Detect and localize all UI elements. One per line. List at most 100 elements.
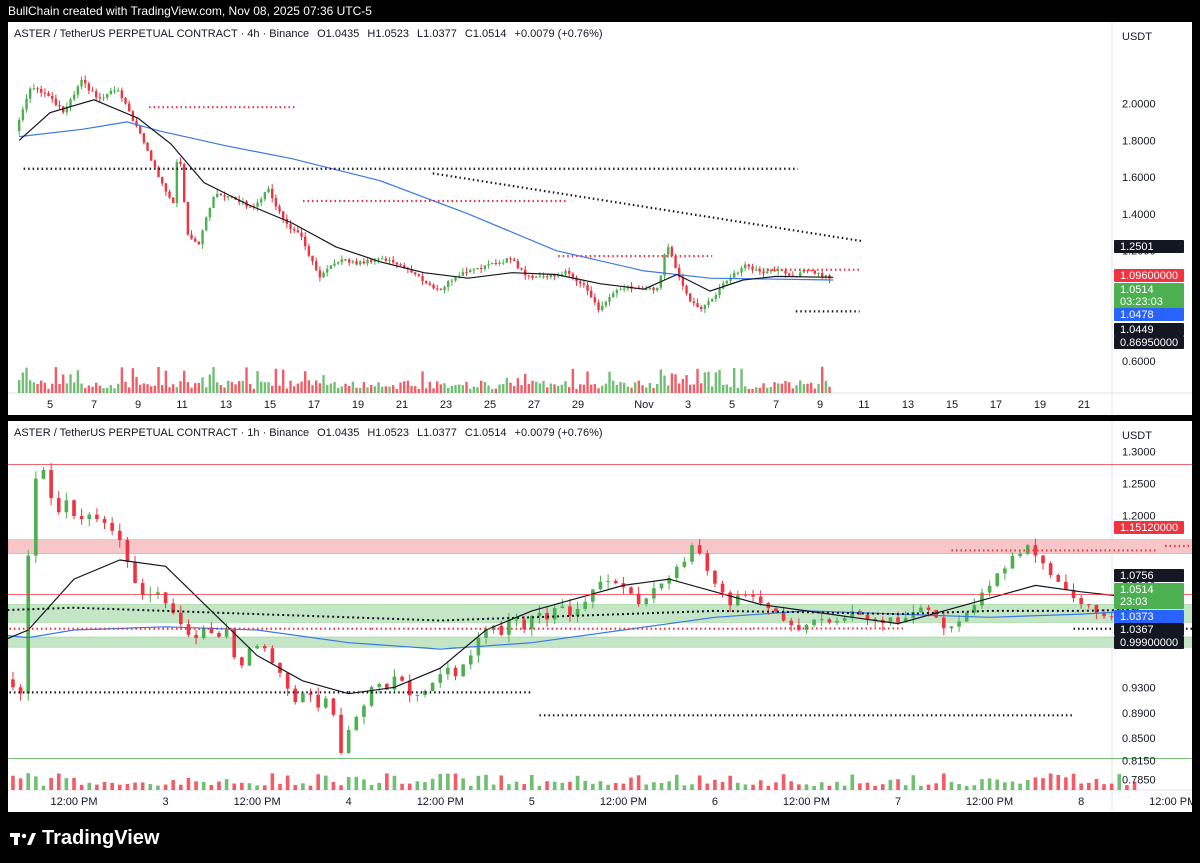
volume-bar xyxy=(697,775,702,790)
candle-body xyxy=(18,687,23,694)
candle-body xyxy=(256,202,259,207)
candle-body xyxy=(530,616,534,630)
volume-bar xyxy=(711,386,714,393)
candle-body xyxy=(337,262,340,264)
volume-bar xyxy=(582,384,586,393)
attribution-bar: BullChain created with TradingView.com, … xyxy=(0,0,1200,22)
candle-body xyxy=(179,612,183,625)
candle-body xyxy=(304,236,307,247)
x-tick-label: 7 xyxy=(895,796,901,808)
y-tick-label: 1.4000 xyxy=(1122,209,1156,221)
volume-bar xyxy=(421,371,424,393)
volume-bar xyxy=(399,382,402,393)
volume-bar xyxy=(333,381,336,393)
volume-bar xyxy=(842,785,847,790)
x-tick-label: 17 xyxy=(308,399,320,411)
volume-bar xyxy=(1125,784,1129,790)
candle-body xyxy=(799,272,802,277)
volume-bar xyxy=(1064,777,1068,790)
volume-bar xyxy=(307,380,311,393)
chart-4h-canvas[interactable]: 2.00001.80001.60001.40001.20000.6000USDT… xyxy=(8,22,1192,415)
price-label-box xyxy=(1114,521,1184,534)
volume-bar xyxy=(373,386,377,393)
volume-bar xyxy=(296,383,300,393)
candle-body xyxy=(568,270,571,274)
candle-body xyxy=(579,281,582,284)
volume-bar xyxy=(678,383,681,393)
volume-bar xyxy=(598,781,603,790)
candle-body xyxy=(527,275,531,277)
price-label-box xyxy=(1114,308,1184,321)
x-tick-label: 7 xyxy=(91,399,97,411)
chart-panel-4h[interactable]: 2.00001.80001.60001.40001.20000.6000USDT… xyxy=(8,22,1192,415)
candle-body xyxy=(613,580,618,584)
volume-bar xyxy=(788,382,791,393)
candle-body xyxy=(498,262,501,264)
candle-body xyxy=(560,606,565,609)
volume-bar xyxy=(163,784,168,790)
candle-body xyxy=(781,611,786,621)
candle-body xyxy=(827,619,832,623)
volume-bar xyxy=(339,785,343,790)
candle-body xyxy=(388,259,391,261)
candle-body xyxy=(546,276,549,278)
candle-body xyxy=(311,255,314,262)
candle-body xyxy=(98,97,102,99)
volume-bar xyxy=(751,388,754,393)
volume-bar xyxy=(247,783,252,790)
volume-bar xyxy=(150,386,153,393)
volume-bar xyxy=(278,385,281,393)
candle-body xyxy=(636,593,641,605)
x-tick-label: 5 xyxy=(729,399,735,411)
volume-bar xyxy=(125,783,130,790)
candle-body xyxy=(227,196,230,198)
chart-1h-canvas[interactable]: 1.30001.25001.20001.10000.93000.89000.85… xyxy=(8,421,1192,812)
volume-bar xyxy=(29,380,32,393)
price-label-box xyxy=(1114,240,1184,253)
candle-body xyxy=(682,561,687,567)
volume-bar xyxy=(186,382,190,393)
chart-panel-1h[interactable]: 1.30001.25001.20001.10000.93000.89000.85… xyxy=(8,421,1192,812)
x-tick-label: 12:00 PM xyxy=(417,796,464,808)
candle-body xyxy=(377,258,380,260)
volume-bar xyxy=(164,370,168,393)
volume-bar xyxy=(304,371,307,393)
volume-bar xyxy=(568,387,571,393)
volume-bar xyxy=(828,386,831,393)
volume-bar xyxy=(648,382,652,393)
volume-bar xyxy=(69,374,72,393)
tradingview-logo[interactable]: TradingView xyxy=(10,827,159,850)
volume-bar xyxy=(896,779,900,790)
volume-bar xyxy=(813,388,817,393)
volume-bar xyxy=(392,385,395,393)
volume-bar xyxy=(789,781,794,790)
volume-bar xyxy=(410,386,413,393)
candle-body xyxy=(1071,589,1076,599)
volume-bar xyxy=(153,385,157,393)
candle-body xyxy=(645,289,648,291)
volume-bar xyxy=(514,781,519,790)
volume-bar xyxy=(667,781,671,790)
price-label-box xyxy=(1114,636,1184,649)
candle-body xyxy=(157,167,160,178)
volume-bar xyxy=(388,386,391,393)
volume-bar xyxy=(79,784,84,790)
volume-bar xyxy=(36,384,39,393)
candle-body xyxy=(34,478,38,556)
ma-dotted-line xyxy=(8,606,1139,622)
candle-body xyxy=(428,283,432,285)
volume-bar xyxy=(131,368,135,393)
candle-body xyxy=(331,698,336,715)
volume-bar xyxy=(714,372,718,393)
volume-bar xyxy=(1132,781,1137,790)
legend-low: L1.0377 xyxy=(417,28,457,40)
volume-bar xyxy=(795,385,798,393)
volume-bar xyxy=(773,382,776,393)
x-tick-label: 12:00 PM xyxy=(50,796,97,808)
volume-bar xyxy=(568,781,572,790)
x-tick-label: 17 xyxy=(990,399,1002,411)
candle-body xyxy=(240,657,244,666)
candle-body xyxy=(102,97,105,99)
candle-body xyxy=(293,228,296,231)
x-tick-label: 4 xyxy=(346,796,352,808)
